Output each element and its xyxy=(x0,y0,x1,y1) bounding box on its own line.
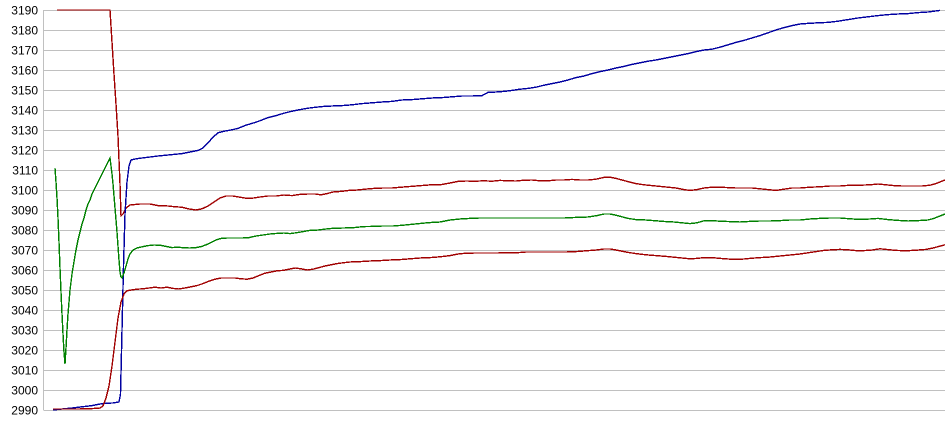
y-axis-tick-label: 3060 xyxy=(11,264,38,278)
y-axis-tick-label: 3000 xyxy=(11,384,38,398)
y-axis-tick-label: 3170 xyxy=(11,44,38,58)
y-axis-tick-label: 3080 xyxy=(11,224,38,238)
y-axis-tick-label: 3030 xyxy=(11,324,38,338)
series-blue-line xyxy=(52,9,941,411)
y-axis-tick-label: 3190 xyxy=(11,4,38,18)
y-axis-tick-label: 3010 xyxy=(11,364,38,378)
y-axis-tick-label: 3040 xyxy=(11,304,38,318)
y-axis-tick-label: 3140 xyxy=(11,104,38,118)
y-axis-tick-label: 3050 xyxy=(11,284,38,298)
y-axis-tick-label: 3160 xyxy=(11,64,38,78)
y-axis-tick-label: 3150 xyxy=(11,84,38,98)
y-axis-tick-label: 3110 xyxy=(12,164,38,178)
series-upper-red-line xyxy=(57,9,946,218)
y-axis-tick-label: 3130 xyxy=(11,124,38,138)
series-lower-red-line xyxy=(53,244,946,410)
y-axis-tick-label: 3120 xyxy=(11,144,38,158)
series-green-line xyxy=(54,155,946,365)
y-axis-tick-label: 3070 xyxy=(11,244,38,258)
y-axis-tick-label: 3100 xyxy=(11,184,38,198)
y-axis-tick-label: 3020 xyxy=(11,344,38,358)
y-axis-tick-label: 2990 xyxy=(11,404,38,418)
y-axis-tick-label: 3090 xyxy=(11,204,38,218)
y-axis-tick-label: 3180 xyxy=(11,24,38,38)
